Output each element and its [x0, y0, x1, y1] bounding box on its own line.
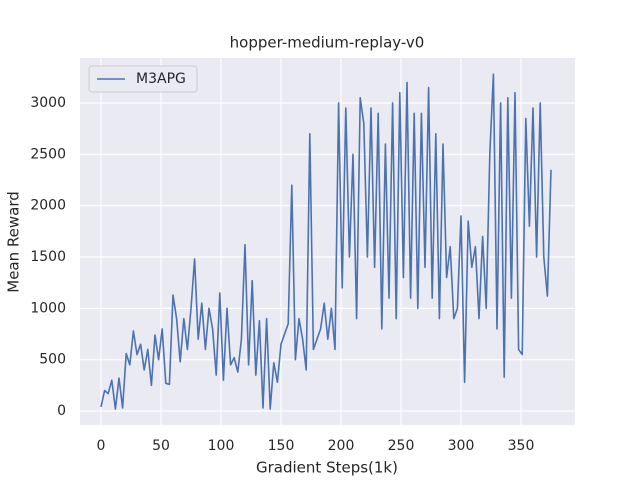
plot-area — [80, 58, 575, 425]
legend-box — [88, 65, 198, 93]
y-tick-label: 1000 — [30, 300, 66, 316]
x-tick-label: 0 — [97, 438, 106, 454]
x-tick-label: 50 — [152, 438, 170, 454]
y-axis-label: Mean Reward — [5, 191, 23, 293]
y-tick-label: 500 — [39, 352, 66, 368]
y-tick-label: 3000 — [30, 95, 66, 111]
x-tick-label: 200 — [328, 438, 355, 454]
x-axis-label: Gradient Steps(1k) — [256, 459, 398, 477]
chart-title: hopper-medium-replay-v0 — [230, 34, 425, 52]
x-tick-label: 350 — [508, 438, 535, 454]
x-tick-label: 150 — [268, 438, 295, 454]
legend-label: M3APG — [136, 71, 186, 87]
x-tick-label: 300 — [448, 438, 475, 454]
y-tick-label: 0 — [57, 403, 66, 419]
x-tick-label: 100 — [208, 438, 235, 454]
y-tick-label: 2500 — [30, 146, 66, 162]
y-tick-label: 1500 — [30, 249, 66, 265]
data-line — [100, 73, 552, 410]
x-tick-label: 250 — [388, 438, 415, 454]
y-tick-label: 2000 — [30, 198, 66, 214]
